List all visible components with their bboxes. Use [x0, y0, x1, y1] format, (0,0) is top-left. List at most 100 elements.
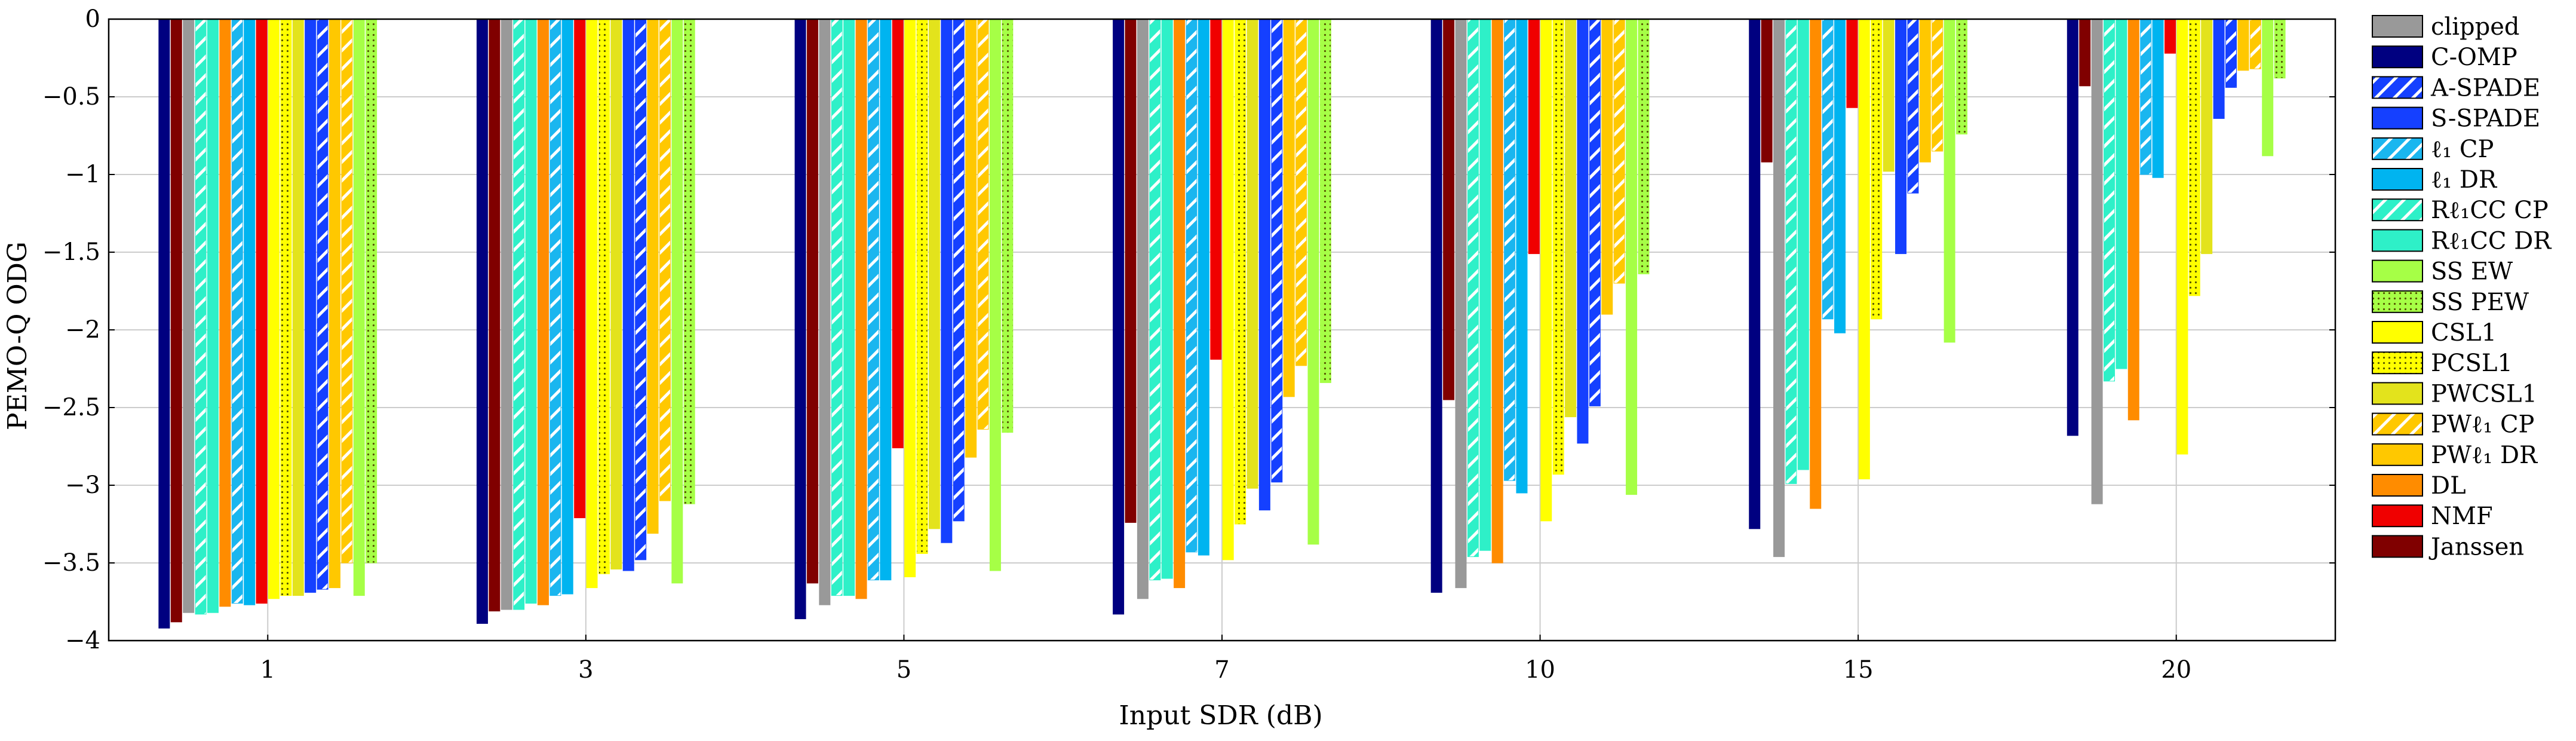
- bar: [794, 19, 806, 620]
- bar: [1516, 19, 1528, 494]
- bar: [1235, 19, 1246, 525]
- bar: [2176, 19, 2188, 455]
- bar: [195, 19, 207, 615]
- legend-entry-label: SS EW: [2431, 258, 2513, 286]
- bar: [1125, 19, 1137, 523]
- bar: [268, 19, 280, 599]
- bar: [1601, 19, 1613, 315]
- bar: [2188, 19, 2200, 296]
- bar: [1810, 19, 1822, 509]
- bar: [2249, 19, 2261, 69]
- bar: [183, 19, 195, 613]
- legend-swatch: [2372, 45, 2423, 69]
- bar: [2116, 19, 2127, 369]
- bar: [501, 19, 512, 610]
- bar: [1883, 19, 1895, 172]
- axes-layer: 0 −0.5 −1 −1.5 −2 −2.5 −3 −3.5 −4 1 3 5 7 10 15 20: [42, 5, 2336, 684]
- legend-swatch: [2372, 351, 2423, 375]
- legend-swatch: [2372, 259, 2423, 283]
- bar: [1271, 19, 1283, 483]
- bars-layer: [158, 19, 2286, 629]
- x-tick-label: 15: [1843, 656, 1874, 684]
- bar: [1834, 19, 1846, 333]
- bar: [977, 19, 989, 430]
- y-tick-label: −0.5: [42, 83, 100, 111]
- legend-entry-label: ℓ₁ DR: [2431, 166, 2498, 194]
- bar: [1137, 19, 1149, 599]
- bar: [1002, 19, 1014, 433]
- y-axis-label: PEMO-Q ODG: [2, 241, 33, 430]
- y-tick-label: −3.5: [42, 549, 100, 577]
- legend-swatch: [2372, 412, 2423, 436]
- legend-swatch: [2372, 168, 2423, 191]
- legend-entry-label: CSL1: [2431, 319, 2497, 347]
- x-tick-label: 10: [1525, 656, 1555, 684]
- bar: [1149, 19, 1161, 581]
- bar: [1222, 19, 1234, 561]
- bar: [1540, 19, 1552, 522]
- legend-entry-label: S-SPADE: [2431, 105, 2540, 133]
- bar: [2140, 19, 2152, 175]
- bar: [1932, 19, 1943, 152]
- bar: [231, 19, 243, 604]
- legend-entry-label: Rℓ₁CC DR: [2431, 227, 2552, 255]
- bar: [1749, 19, 1761, 529]
- bar: [941, 19, 953, 543]
- bar: [647, 19, 659, 534]
- bar: [843, 19, 855, 596]
- bar: [2104, 19, 2116, 382]
- bar: [2091, 19, 2103, 504]
- bar: [1761, 19, 1773, 163]
- bar: [928, 19, 940, 529]
- bar: [1626, 19, 1638, 495]
- bar: [341, 19, 353, 564]
- bar: [280, 19, 292, 596]
- bar: [366, 19, 377, 564]
- legend-entry-label: ℓ₁ CP: [2431, 136, 2494, 163]
- legend-swatch: [2372, 474, 2423, 497]
- y-tick-label: −4: [65, 627, 100, 654]
- legend: clipped C-OMP A-SPADE S-SPADE ℓ₁ CP ℓ₁ DR Rℓ₁C…: [2372, 13, 2552, 561]
- legend-entry-label: PCSL1: [2431, 350, 2513, 377]
- y-tick-label: −3: [65, 471, 100, 499]
- bar: [1552, 19, 1564, 475]
- bar: [1479, 19, 1491, 551]
- bar: [1797, 19, 1809, 470]
- bar: [1113, 19, 1125, 615]
- bar: [1858, 19, 1870, 480]
- bar: [965, 19, 977, 458]
- bar: [1430, 19, 1442, 593]
- legend-swatch: [2372, 443, 2423, 466]
- y-tick-label: 0: [85, 5, 100, 33]
- legend-entry-label: PWℓ₁ DR: [2431, 442, 2538, 469]
- bar: [635, 19, 647, 561]
- legend-swatch: [2372, 76, 2423, 99]
- bar: [1577, 19, 1589, 444]
- legend-swatch: [2372, 321, 2423, 344]
- bar: [489, 19, 501, 612]
- legend-swatch: [2372, 382, 2423, 405]
- legend-entry-label: NMF: [2431, 503, 2493, 530]
- bar: [1295, 19, 1307, 366]
- y-tick-label: −1: [65, 161, 100, 188]
- legend-entry-label: A-SPADE: [2430, 74, 2540, 102]
- bar: [1919, 19, 1931, 163]
- legend-entry-label: clipped: [2431, 13, 2519, 41]
- legend-swatch: [2372, 106, 2423, 130]
- legend-entry-label: Janssen: [2428, 533, 2524, 561]
- bar: [2079, 19, 2091, 87]
- x-tick-label: 1: [260, 656, 275, 684]
- bar: [1174, 19, 1186, 589]
- bar: [1613, 19, 1625, 284]
- bar: [1895, 19, 1907, 255]
- bar: [867, 19, 879, 581]
- y-tick-label: −2: [65, 316, 100, 344]
- bar: [1943, 19, 1955, 343]
- bar: [892, 19, 904, 449]
- bar: [158, 19, 170, 629]
- bar: [1846, 19, 1858, 108]
- y-tick-label: −2.5: [42, 394, 100, 421]
- legend-entry-label: PWCSL1: [2431, 380, 2537, 408]
- bar: [1638, 19, 1650, 274]
- x-tick-label: 7: [1214, 656, 1229, 684]
